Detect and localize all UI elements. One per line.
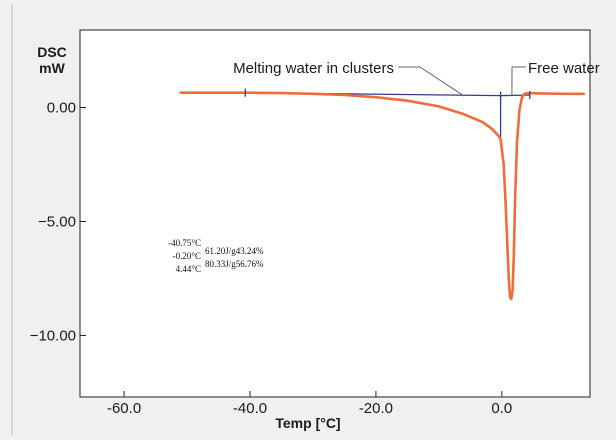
y-axis-unit: mW (39, 60, 65, 76)
annotation-label: Free water (528, 60, 600, 77)
x-axis-title: Temp [°C] (275, 415, 340, 431)
peak-markers (244, 88, 531, 100)
x-axis-ticks: -60.0 -40.0 -20.0 0.0 (107, 391, 512, 417)
y-tick-label: −5.00 (38, 213, 76, 230)
annotation-leader (511, 66, 526, 97)
annotation-label: Melting water in clusters (233, 60, 394, 77)
annotation-leader (398, 66, 465, 97)
series-group (179, 91, 585, 301)
x-tick-label: -20.0 (359, 400, 393, 417)
peak-temp: -0.20°C (173, 251, 201, 261)
x-tick-label: -60.0 (107, 400, 141, 417)
peak-temp: -40.75°C (168, 238, 201, 248)
peak-enthalpy: 61.20J/g43.24% (205, 246, 264, 256)
y-tick-label: 0.00 (47, 100, 76, 117)
annotations: Melting water in clusters Free water (233, 60, 600, 97)
x-tick-label: -40.0 (233, 400, 267, 417)
dsc-curve (179, 91, 585, 301)
y-axis-ticks: 0.00 −5.00 −10.00 (30, 100, 86, 344)
baseline-line (500, 94, 530, 97)
peak-enthalpy: 80.33J/g56.76% (205, 259, 264, 269)
plot-frame (79, 29, 591, 398)
y-axis-title: DSC (37, 44, 67, 60)
peak-table: -40.75°C -0.20°C 61.20J/g43.24% 4.44°C 80.33… (168, 238, 264, 274)
peak-temp: 4.44°C (176, 264, 201, 274)
x-tick-label: 0.0 (491, 400, 512, 417)
y-tick-label: −10.00 (30, 327, 76, 344)
